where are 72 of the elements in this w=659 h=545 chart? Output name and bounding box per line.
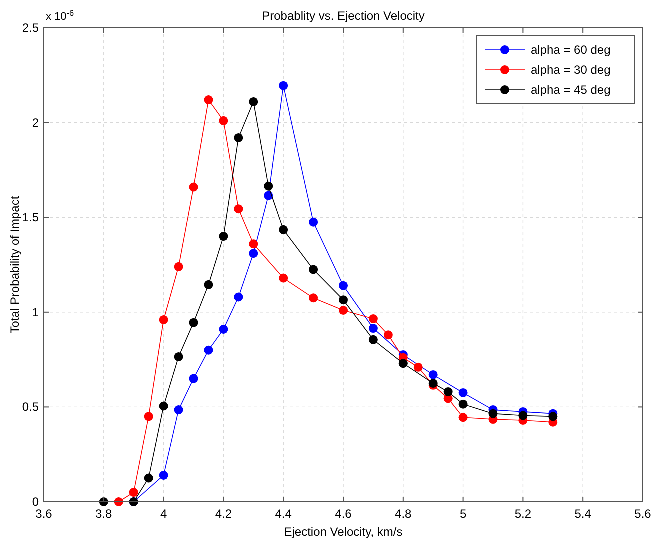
point	[189, 182, 198, 192]
point	[488, 409, 498, 418]
y-axis-title: Total Probability of Impact	[8, 196, 22, 334]
point	[219, 324, 228, 334]
point	[368, 335, 378, 344]
x-tick-label: 4	[160, 507, 168, 521]
point	[249, 97, 258, 106]
x-tick-label: 5.4	[574, 507, 592, 521]
point	[339, 281, 348, 290]
x-tick-label: 4.6	[335, 507, 352, 521]
y-tick-label: 0.5	[22, 400, 40, 414]
point	[174, 406, 184, 415]
x-tick-label: 5.6	[634, 507, 652, 521]
y-tick-label: 2	[32, 116, 40, 130]
point	[339, 296, 348, 305]
point	[548, 412, 558, 422]
y-tick-label: 0	[32, 495, 40, 509]
point	[279, 274, 288, 283]
point	[159, 470, 168, 480]
point	[458, 400, 468, 409]
point	[159, 402, 168, 411]
point	[219, 232, 228, 242]
point	[309, 265, 318, 274]
point	[129, 488, 138, 498]
point	[309, 294, 318, 303]
point	[279, 81, 288, 90]
point	[458, 413, 468, 422]
point	[234, 292, 244, 302]
point	[249, 249, 258, 258]
point	[339, 306, 348, 316]
point	[384, 330, 393, 340]
point	[189, 318, 198, 328]
point	[368, 314, 378, 324]
point	[458, 388, 468, 398]
point	[368, 324, 378, 334]
x-tick-label: 3.6	[36, 507, 53, 521]
point	[428, 370, 438, 380]
point	[264, 182, 274, 191]
point	[144, 412, 154, 422]
point	[234, 133, 244, 142]
x-tick-label: 5.2	[514, 507, 532, 521]
point	[444, 388, 453, 397]
x-tick-label: 4.2	[215, 507, 232, 521]
point	[219, 116, 228, 126]
point	[234, 204, 244, 214]
point	[249, 240, 258, 249]
x-tick-label: 3.8	[96, 507, 113, 521]
point	[204, 96, 214, 105]
chart-title: Probablity vs. Ejection Velocity	[262, 9, 425, 23]
point	[414, 362, 423, 372]
point	[309, 218, 318, 227]
point	[189, 374, 198, 384]
point	[204, 280, 214, 290]
legend-label: alpha = 60 deg	[531, 43, 611, 57]
point	[279, 225, 288, 234]
legend-label: alpha = 30 deg	[531, 63, 611, 77]
point	[144, 474, 154, 483]
point	[518, 411, 528, 420]
x-axis-title: Ejection Velocity, km/s	[284, 525, 403, 539]
x-tick-label: 5	[460, 507, 467, 521]
x-tick-label: 4.8	[395, 507, 412, 521]
point	[204, 346, 214, 355]
y-tick-label: 1.5	[22, 210, 40, 225]
point	[398, 359, 408, 368]
legend-label: alpha = 45 deg	[531, 83, 611, 97]
y-tick-label: 1	[32, 305, 40, 320]
text: x 10$^{-6}$	[46, 8, 75, 23]
point	[174, 262, 184, 272]
y-tick-label: 2.5	[22, 21, 40, 35]
point	[159, 315, 168, 324]
x-tick-label: 4.4	[275, 507, 292, 521]
point	[174, 352, 184, 362]
